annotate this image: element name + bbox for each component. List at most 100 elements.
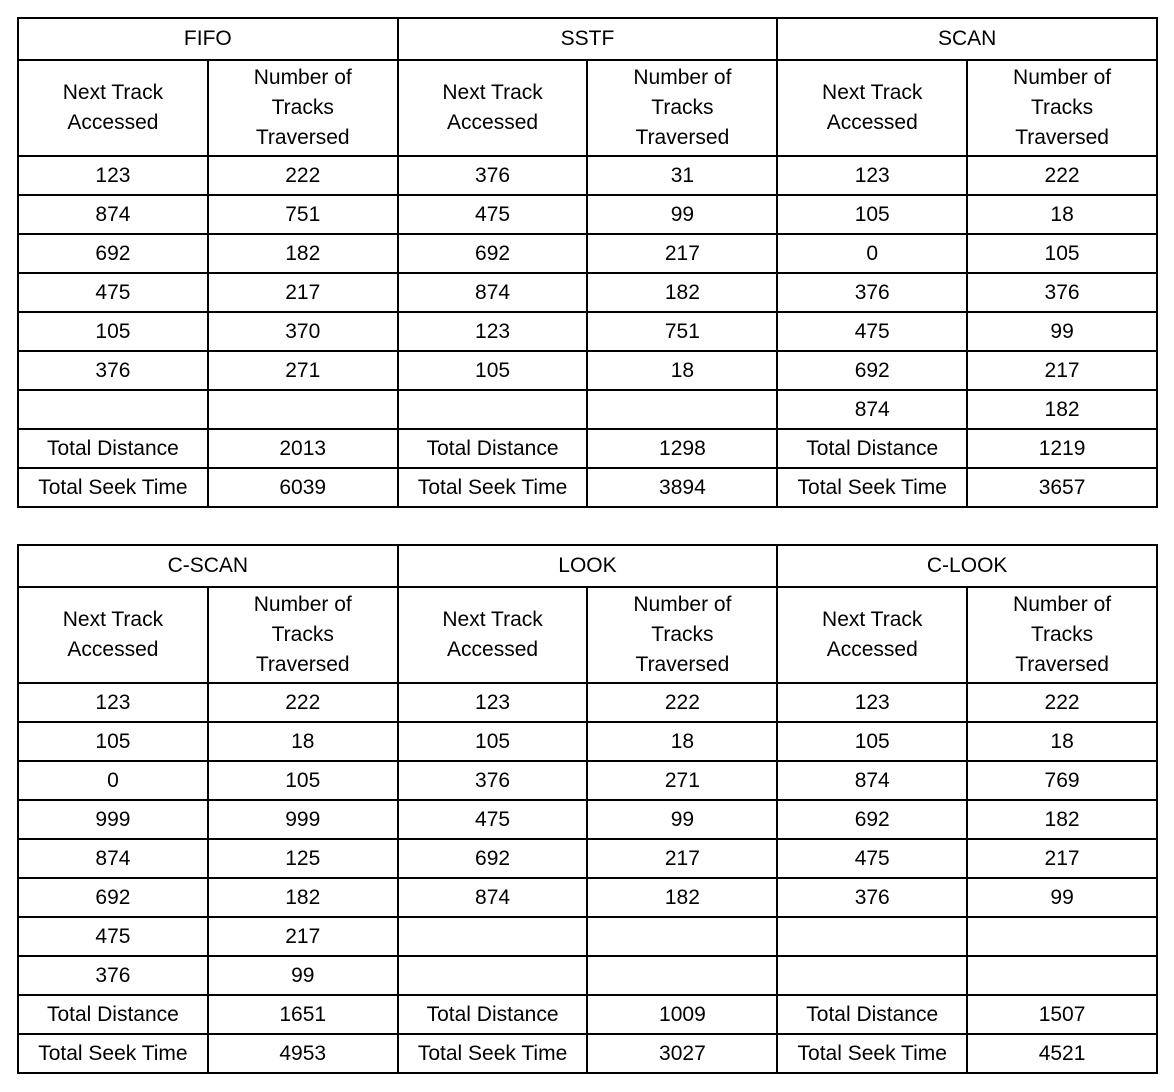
tracks-traversed-cell: 18 <box>966 194 1158 235</box>
table-row: 123 222 123 222 123 222 <box>17 682 1158 723</box>
next-track-cell: 376 <box>396 760 589 801</box>
tracks-traversed-header: Number of Tracks Traversed <box>966 586 1158 684</box>
next-track-cell: 105 <box>17 311 209 352</box>
total-distance-value: 1219 <box>966 428 1158 469</box>
next-track-cell: 874 <box>776 760 969 801</box>
total-distance-label: Total Distance <box>17 428 209 469</box>
next-track-cell: 123 <box>396 311 589 352</box>
table-gap <box>17 508 1158 544</box>
tracks-traversed-cell: 99 <box>966 311 1158 352</box>
total-seek-time-row: Total Seek Time 6039 Total Seek Time 3894 To… <box>17 467 1158 508</box>
algorithm-title-row: C-SCAN LOOK C-LOOK <box>17 544 1158 588</box>
disk-scheduling-table-top: FIFO SSTF SCAN Next Track Accessed Number of… <box>17 17 1158 508</box>
next-track-cell: 123 <box>776 682 969 723</box>
disk-scheduling-table-bottom: C-SCAN LOOK C-LOOK Next Track Accessed Numbe… <box>17 544 1158 1074</box>
tracks-traversed-cell <box>966 955 1158 996</box>
table-row: 376 99 <box>17 955 1158 996</box>
total-distance-value: 2013 <box>206 428 399 469</box>
tracks-traversed-cell: 222 <box>206 155 399 196</box>
total-distance-label: Total Distance <box>776 428 969 469</box>
tracks-traversed-cell: 182 <box>586 272 779 313</box>
tracks-traversed-cell: 751 <box>206 194 399 235</box>
total-seek-time-label: Total Seek Time <box>17 467 209 508</box>
tracks-traversed-cell: 370 <box>206 311 399 352</box>
tracks-traversed-cell: 217 <box>966 838 1158 879</box>
next-track-cell: 874 <box>396 877 589 918</box>
tracks-traversed-cell: 217 <box>206 272 399 313</box>
tracks-traversed-header: Number of Tracks Traversed <box>586 59 779 157</box>
next-track-cell: 874 <box>396 272 589 313</box>
next-track-cell: 475 <box>17 916 209 957</box>
table-row: 475 217 874 182 376 376 <box>17 272 1158 313</box>
total-distance-row: Total Distance 2013 Total Distance 1298 Tota… <box>17 428 1158 469</box>
table-row: 105 18 105 18 105 18 <box>17 721 1158 762</box>
tracks-traversed-cell: 999 <box>206 799 399 840</box>
next-track-cell: 999 <box>17 799 209 840</box>
next-track-header: Next Track Accessed <box>776 59 969 157</box>
tracks-traversed-cell: 18 <box>206 721 399 762</box>
tracks-traversed-cell <box>586 916 779 957</box>
next-track-cell <box>776 916 969 957</box>
next-track-header: Next Track Accessed <box>17 59 209 157</box>
algorithm-title-look: LOOK <box>396 544 779 588</box>
tracks-traversed-cell: 99 <box>206 955 399 996</box>
tracks-traversed-cell: 769 <box>966 760 1158 801</box>
tracks-traversed-cell <box>966 916 1158 957</box>
next-track-header: Next Track Accessed <box>776 586 969 684</box>
table-row: 999 999 475 99 692 182 <box>17 799 1158 840</box>
tracks-traversed-cell <box>206 389 399 430</box>
next-track-cell: 105 <box>17 721 209 762</box>
tracks-traversed-cell: 99 <box>966 877 1158 918</box>
next-track-cell <box>17 389 209 430</box>
next-track-cell: 123 <box>776 155 969 196</box>
next-track-cell: 105 <box>396 350 589 391</box>
tracks-traversed-cell: 217 <box>206 916 399 957</box>
table-row: 123 222 376 31 123 222 <box>17 155 1158 196</box>
total-distance-row: Total Distance 1651 Total Distance 1009 Tota… <box>17 994 1158 1035</box>
tracks-traversed-cell: 18 <box>586 721 779 762</box>
tracks-traversed-cell: 125 <box>206 838 399 879</box>
tracks-traversed-header: Number of Tracks Traversed <box>966 59 1158 157</box>
tracks-traversed-header: Number of Tracks Traversed <box>206 59 399 157</box>
next-track-header: Next Track Accessed <box>396 59 589 157</box>
total-seek-time-value: 3657 <box>966 467 1158 508</box>
algorithm-title-sstf: SSTF <box>396 17 779 61</box>
next-track-cell: 475 <box>776 838 969 879</box>
total-distance-label: Total Distance <box>396 994 589 1035</box>
tracks-traversed-cell: 751 <box>586 311 779 352</box>
total-distance-value: 1507 <box>966 994 1158 1035</box>
next-track-cell: 123 <box>17 682 209 723</box>
next-track-cell: 376 <box>776 272 969 313</box>
next-track-header: Next Track Accessed <box>396 586 589 684</box>
algorithm-title-c-look: C-LOOK <box>776 544 1158 588</box>
next-track-cell: 874 <box>17 838 209 879</box>
table-row: 692 182 874 182 376 99 <box>17 877 1158 918</box>
tracks-traversed-cell: 31 <box>586 155 779 196</box>
next-track-cell: 874 <box>17 194 209 235</box>
tracks-traversed-cell: 217 <box>586 838 779 879</box>
table-row: 475 217 <box>17 916 1158 957</box>
next-track-cell: 692 <box>776 350 969 391</box>
next-track-cell: 123 <box>17 155 209 196</box>
tracks-traversed-cell: 222 <box>586 682 779 723</box>
total-seek-time-value: 4521 <box>966 1033 1158 1074</box>
tracks-traversed-header: Number of Tracks Traversed <box>586 586 779 684</box>
tracks-traversed-cell: 182 <box>586 877 779 918</box>
total-distance-label: Total Distance <box>396 428 589 469</box>
algorithm-title-scan: SCAN <box>776 17 1158 61</box>
algorithm-title-fifo: FIFO <box>17 17 399 61</box>
column-header-row: Next Track Accessed Number of Tracks Trav… <box>17 59 1158 157</box>
total-seek-time-value: 3027 <box>586 1033 779 1074</box>
next-track-cell: 376 <box>17 350 209 391</box>
next-track-cell: 123 <box>396 682 589 723</box>
total-seek-time-label: Total Seek Time <box>776 467 969 508</box>
total-seek-time-value: 4953 <box>206 1033 399 1074</box>
tracks-traversed-cell: 217 <box>586 233 779 274</box>
next-track-cell: 376 <box>17 955 209 996</box>
tracks-traversed-cell: 182 <box>966 799 1158 840</box>
next-track-header: Next Track Accessed <box>17 586 209 684</box>
next-track-cell: 692 <box>396 233 589 274</box>
total-distance-label: Total Distance <box>17 994 209 1035</box>
total-distance-value: 1009 <box>586 994 779 1035</box>
column-header-row: Next Track Accessed Number of Tracks Trav… <box>17 586 1158 684</box>
